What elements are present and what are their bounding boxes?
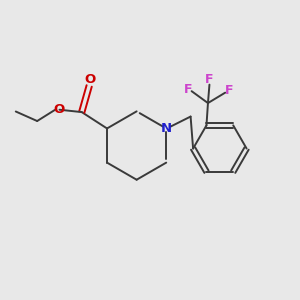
Text: O: O — [84, 73, 95, 86]
Text: F: F — [225, 84, 234, 98]
Text: O: O — [53, 103, 64, 116]
Text: N: N — [161, 122, 172, 135]
Text: F: F — [184, 83, 192, 96]
Text: F: F — [205, 74, 214, 86]
